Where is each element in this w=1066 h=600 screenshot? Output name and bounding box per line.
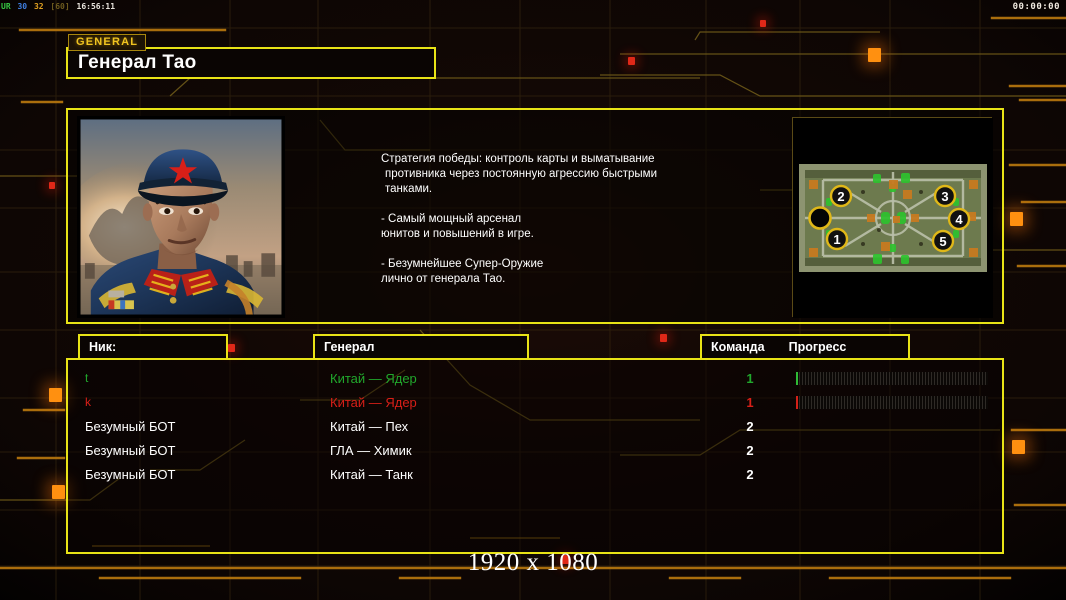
desc-line-6: - Безумнейшее Супер-Оружие: [381, 258, 544, 270]
player-team: 2: [746, 418, 754, 434]
start-position-markers: 1 2 3 4 5: [808, 184, 971, 253]
player-general: ГЛА — Химик: [330, 442, 412, 458]
resolution-label: 1920 x 1080: [467, 549, 599, 576]
table-row[interactable]: k Китай — Ядер 1: [68, 390, 1002, 414]
match-timer: 00:00:00: [1012, 2, 1060, 12]
desc-line-5: юнитов и повышений в игре.: [381, 228, 534, 240]
column-header-general-label: Генерал: [324, 340, 375, 354]
decor-glow-square: [228, 344, 235, 352]
player-general: Китай — Ядер: [330, 370, 417, 386]
decor-glow-square: [49, 182, 55, 189]
desc-line-7: лично от генерала Тао.: [381, 273, 506, 285]
column-header-team-label: Команда: [711, 340, 765, 354]
player-nick: k: [85, 395, 91, 409]
table-row[interactable]: t Китай — Ядер 1: [68, 366, 1002, 390]
column-header-nick-label: Ник:: [89, 340, 117, 354]
status-bar: UR 30 32 [60] 16:56:11: [0, 0, 1066, 14]
page-title: Генерал Тао: [78, 52, 197, 73]
status-value-b: 32: [33, 2, 44, 11]
decor-glow-square: [1010, 212, 1023, 226]
status-value-c: [60]: [50, 2, 70, 11]
player-team: 2: [746, 442, 754, 458]
status-clock: 16:56:11: [76, 2, 116, 11]
column-header-team-progress[interactable]: Команда Прогресс: [700, 334, 910, 360]
player-team: 2: [746, 466, 754, 482]
player-nick: Безумный БОТ: [85, 442, 176, 458]
progress-marker: [796, 371, 798, 385]
decor-glow-square: [868, 48, 881, 62]
player-general: Китай — Ядер: [330, 394, 417, 410]
desc-line-3: танками.: [385, 183, 433, 195]
map-preview[interactable]: 1 2 3 4 5: [792, 117, 993, 318]
svg-text:4: 4: [955, 212, 963, 227]
decor-glow-square: [660, 334, 667, 342]
player-nick: Безумный БОТ: [85, 466, 176, 482]
decor-glow-square: [49, 388, 62, 402]
progress-marker: [796, 395, 798, 409]
column-header-progress-label: Прогресс: [788, 340, 847, 354]
column-header-general[interactable]: Генерал: [313, 334, 529, 360]
general-description: Стратегия победы: контроль карты и вымат…: [381, 152, 711, 287]
status-value-a: 30: [17, 2, 28, 11]
decor-glow-square: [760, 20, 766, 27]
decor-glow-square: [1012, 440, 1025, 454]
status-label-ur: UR: [1, 2, 11, 11]
general-title-bar[interactable]: Генерал Тао: [66, 47, 436, 79]
player-general: Китай — Танк: [330, 466, 413, 482]
column-header-nick[interactable]: Ник:: [78, 334, 228, 360]
svg-text:5: 5: [939, 234, 946, 249]
decor-glow-square: [52, 485, 65, 499]
general-portrait: [77, 116, 285, 318]
table-row[interactable]: Безумный БОТ Китай — Пех 2: [68, 414, 1002, 438]
player-nick: t: [85, 371, 89, 385]
player-team: 1: [746, 394, 754, 410]
player-general: Китай — Пех: [330, 418, 409, 434]
desc-line-2: противника через постоянную агрессию быс…: [385, 168, 658, 180]
general-badge: GENERAL: [68, 34, 147, 51]
player-nick: Безумный БОТ: [85, 418, 176, 434]
desc-line-1: Стратегия победы: контроль карты и вымат…: [381, 153, 655, 165]
desc-line-4: - Самый мощный арсенал: [381, 213, 522, 225]
table-row[interactable]: Безумный БОТ ГЛА — Химик 2: [68, 438, 1002, 462]
player-list-panel: t Китай — Ядер 1 k Китай — Ядер 1 Безумный БОТ…: [66, 358, 1004, 554]
decor-glow-square: [562, 555, 569, 564]
general-info-panel: Стратегия победы: контроль карты и вымат…: [66, 108, 1004, 324]
player-team: 1: [746, 370, 754, 386]
decor-glow-square: [628, 57, 635, 65]
svg-text:1: 1: [833, 232, 840, 247]
svg-text:2: 2: [837, 189, 844, 204]
player-progress: [796, 371, 988, 385]
player-progress: [796, 395, 988, 409]
svg-text:3: 3: [941, 189, 948, 204]
table-row[interactable]: Безумный БОТ Китай — Танк 2: [68, 462, 1002, 486]
